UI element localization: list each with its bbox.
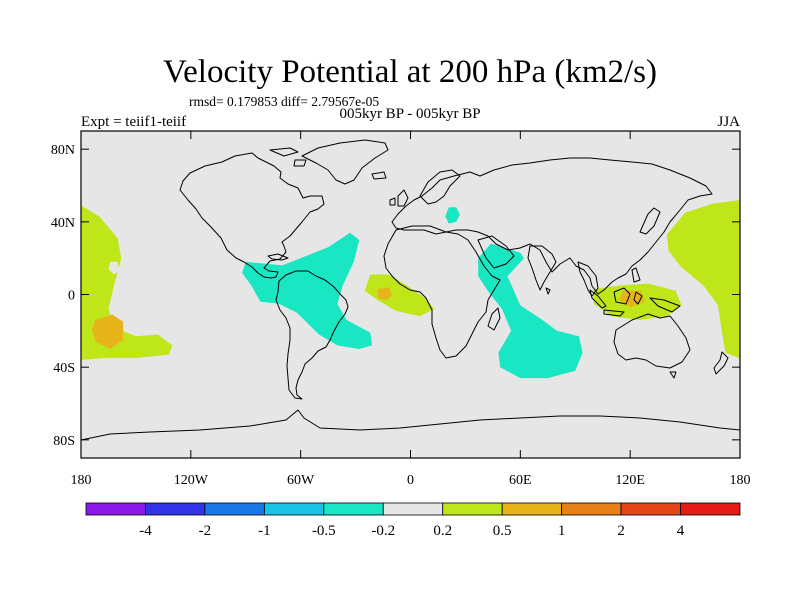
colorbar-swatch-1 bbox=[145, 502, 206, 516]
coastline-scandinavia bbox=[419, 169, 461, 205]
colorbar-swatch-5 bbox=[382, 502, 444, 516]
lon-tick-label-4: 60E bbox=[509, 473, 532, 488]
colorbar-label-1: -2 bbox=[199, 523, 212, 539]
coastline-greenland bbox=[301, 139, 389, 185]
colorbar-swatch-2 bbox=[204, 502, 265, 516]
colorbar-swatch-10 bbox=[680, 502, 741, 516]
coastline-java bbox=[603, 309, 625, 317]
coastline-madagascar bbox=[487, 307, 501, 331]
lon-tick-label-3: 0 bbox=[407, 473, 414, 488]
lat-tick-label-4: 80S bbox=[53, 434, 75, 449]
coastline-new-zealand bbox=[713, 351, 729, 375]
coastline-sulawesi bbox=[633, 291, 643, 305]
lat-tick-label-1: 40N bbox=[51, 216, 75, 231]
coastline-africa bbox=[383, 225, 501, 359]
colorbar-swatch-8 bbox=[561, 502, 622, 516]
region-western-pacific-positive bbox=[666, 200, 740, 359]
coastline-sri-lanka bbox=[545, 287, 551, 295]
region-central-pacific-core bbox=[92, 314, 124, 349]
season-label: JJA bbox=[717, 114, 740, 130]
coastline-japan bbox=[639, 207, 661, 235]
coastline-philippines bbox=[631, 267, 641, 283]
coastline-new-guinea bbox=[649, 297, 681, 313]
colorbar-swatch-4 bbox=[323, 502, 384, 516]
colorbar-label-4: -0.2 bbox=[371, 523, 395, 539]
lat-tick-label-3: 40S bbox=[53, 361, 75, 376]
coastline-south-america bbox=[275, 270, 349, 400]
coastline-north-america bbox=[179, 152, 325, 279]
longitude-axis: 180 120W 60W 0 60E 120E 180 bbox=[71, 131, 751, 488]
region-europe-negative bbox=[445, 207, 460, 224]
lat-tick-label-0: 80N bbox=[51, 143, 75, 158]
coastline-cuba bbox=[267, 253, 289, 261]
experiment-label: Expt = teiif1-teiif bbox=[81, 114, 186, 130]
colorbar-label-9: 4 bbox=[677, 523, 685, 539]
lat-tick-label-2: 0 bbox=[68, 289, 75, 304]
coastline-antarctica bbox=[81, 409, 740, 441]
coastline-borneo bbox=[613, 287, 631, 305]
colorbar-label-8: 2 bbox=[617, 523, 625, 539]
colorbar-swatch-6 bbox=[442, 502, 503, 516]
region-west-africa-core bbox=[377, 287, 393, 300]
colorbar-label-7: 1 bbox=[558, 523, 566, 539]
region-indian-ocean-negative bbox=[478, 243, 583, 379]
contour-regions bbox=[81, 200, 740, 379]
region-americas-atlantic-negative bbox=[242, 232, 373, 349]
coastline-iceland bbox=[371, 171, 387, 180]
lon-tick-label-1: 120W bbox=[174, 473, 209, 488]
colorbar-label-5: 0.2 bbox=[433, 523, 452, 539]
colorbar-swatch-7 bbox=[501, 502, 563, 516]
experiment-comparison: 005kyr BP - 005kyr BP bbox=[339, 106, 480, 122]
colorbar: -4 -2 -1 -0.5 -0.2 0.2 0.5 1 2 4 bbox=[85, 502, 741, 539]
lon-tick-label-0: 180 bbox=[71, 473, 92, 488]
coastline-eurasia bbox=[391, 157, 713, 295]
colorbar-label-6: 0.5 bbox=[493, 523, 512, 539]
region-pacific-gap bbox=[108, 261, 120, 275]
lon-tick-label-5: 120E bbox=[615, 473, 645, 488]
coastlines bbox=[81, 139, 740, 441]
latitude-axis: 80N 40N 0 40S 80S bbox=[51, 143, 740, 449]
coastline-arabia bbox=[477, 235, 515, 269]
coastline-india bbox=[527, 245, 557, 291]
region-west-africa-positive bbox=[364, 274, 435, 317]
colorbar-swatch-9 bbox=[620, 502, 681, 516]
coastline-arctic-islands bbox=[269, 147, 307, 167]
colorbar-swatch-0 bbox=[85, 502, 146, 516]
lon-tick-label-6: 180 bbox=[730, 473, 751, 488]
colorbar-swatch-3 bbox=[263, 502, 325, 516]
colorbar-label-3: -0.5 bbox=[312, 523, 336, 539]
figure-title: Velocity Potential at 200 hPa (km2/s) bbox=[163, 54, 657, 90]
lon-tick-label-2: 60W bbox=[287, 473, 315, 488]
coastline-australia bbox=[613, 313, 691, 369]
coastline-british-isles bbox=[389, 189, 409, 207]
colorbar-label-2: -1 bbox=[258, 523, 271, 539]
stats-line: rmsd= 0.179853 diff= 2.79567e-05 bbox=[189, 94, 379, 109]
coastline-tasmania bbox=[669, 371, 677, 379]
colorbar-label-0: -4 bbox=[139, 523, 152, 539]
coastline-sumatra bbox=[589, 289, 607, 309]
